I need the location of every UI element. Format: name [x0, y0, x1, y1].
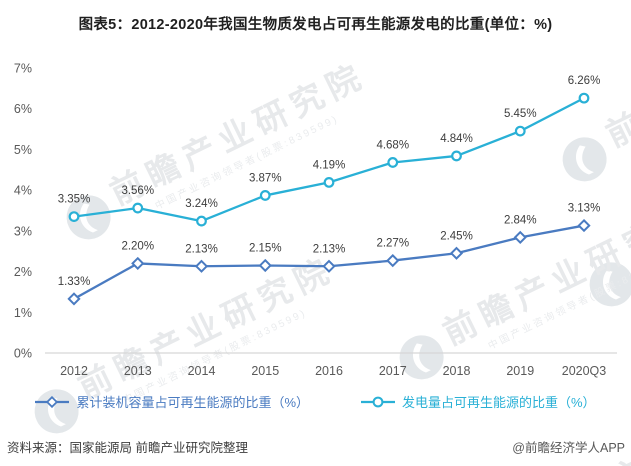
chart-legend: 累计装机容量占可再生能源的比重（%） 发电量占可再生能源的比重（%）	[0, 392, 631, 411]
data-point-circle	[578, 92, 590, 104]
data-point-diamond	[67, 292, 81, 306]
data-point-circle	[259, 190, 271, 201]
data-label: 3.35%	[58, 194, 91, 206]
y-axis-tick-label: 0%	[14, 347, 32, 361]
data-label: 2.84%	[504, 214, 537, 226]
legend-diamond-marker-icon	[35, 395, 70, 408]
data-point-diamond	[513, 230, 527, 244]
data-point-diamond	[322, 259, 336, 273]
data-label: 3.87%	[249, 172, 282, 184]
data-point-circle	[323, 177, 335, 188]
credit-note: @前瞻经济学人APP	[512, 441, 625, 455]
x-axis-tick-label: 2014	[188, 364, 216, 378]
data-label: 4.84%	[440, 133, 473, 145]
y-axis-tick-label: 6%	[14, 102, 32, 116]
legend-label: 发电量占可再生能源的比重（%）	[402, 395, 596, 410]
y-axis-tick-label: 7%	[14, 62, 32, 76]
data-point-diamond	[386, 253, 400, 268]
data-label: 4.68%	[376, 139, 409, 151]
data-point-circle	[68, 211, 80, 223]
data-label: 6.26%	[568, 75, 601, 87]
y-axis-tick-label: 5%	[14, 143, 32, 157]
legend-circle-marker-icon	[361, 396, 395, 407]
legend-item-installed-capacity: 累计装机容量占可再生能源的比重（%）	[35, 392, 309, 411]
data-label: 5.45%	[504, 108, 537, 120]
legend-label: 累计装机容量占可再生能源的比重（%）	[76, 395, 309, 410]
data-point-circle	[132, 202, 144, 214]
x-axis-tick-label: 2019	[506, 364, 534, 378]
data-label: 2.27%	[376, 238, 409, 250]
data-label: 2.15%	[249, 242, 282, 254]
data-point-circle	[451, 150, 462, 162]
data-point-diamond	[449, 246, 464, 260]
data-point-circle	[387, 157, 399, 168]
source-note: 资料来源：国家能源局 前瞻产业研究院整理	[7, 441, 248, 455]
y-axis-tick-label: 4%	[14, 184, 32, 198]
chart-title: 图表5：2012-2020年我国生物质发电占可再生能源发电的比重(单位：%)	[78, 17, 553, 33]
data-point-circle	[514, 125, 526, 137]
y-axis-tick-label: 1%	[14, 306, 32, 320]
data-label: 2.20%	[121, 240, 154, 252]
x-axis-tick-label: 2012	[60, 364, 88, 378]
y-axis-tick-label: 2%	[14, 265, 32, 279]
legend-item-generation: 发电量占可再生能源的比重（%）	[361, 392, 596, 411]
data-point-diamond	[194, 259, 209, 273]
data-label: 2.45%	[440, 230, 473, 242]
x-axis-tick-label: 2020Q3	[562, 364, 607, 378]
x-axis-tick-label: 2013	[124, 364, 152, 378]
data-label: 2.13%	[185, 243, 218, 255]
data-label: 4.19%	[313, 159, 346, 171]
y-axis-tick-label: 3%	[14, 224, 32, 238]
data-point-circle	[196, 215, 207, 227]
data-point-diamond	[577, 218, 591, 233]
data-label: 3.56%	[121, 185, 154, 197]
data-label: 1.33%	[58, 276, 91, 288]
data-point-diamond	[258, 258, 272, 273]
data-label: 2.13%	[313, 243, 346, 255]
x-axis-tick-label: 2016	[315, 364, 343, 378]
data-label: 3.13%	[568, 203, 601, 215]
x-axis-tick-label: 2015	[251, 364, 279, 378]
x-axis-tick-label: 2017	[379, 364, 407, 378]
data-point-diamond	[131, 256, 145, 271]
data-label: 3.24%	[185, 198, 218, 210]
x-axis-tick-label: 2018	[443, 364, 471, 378]
